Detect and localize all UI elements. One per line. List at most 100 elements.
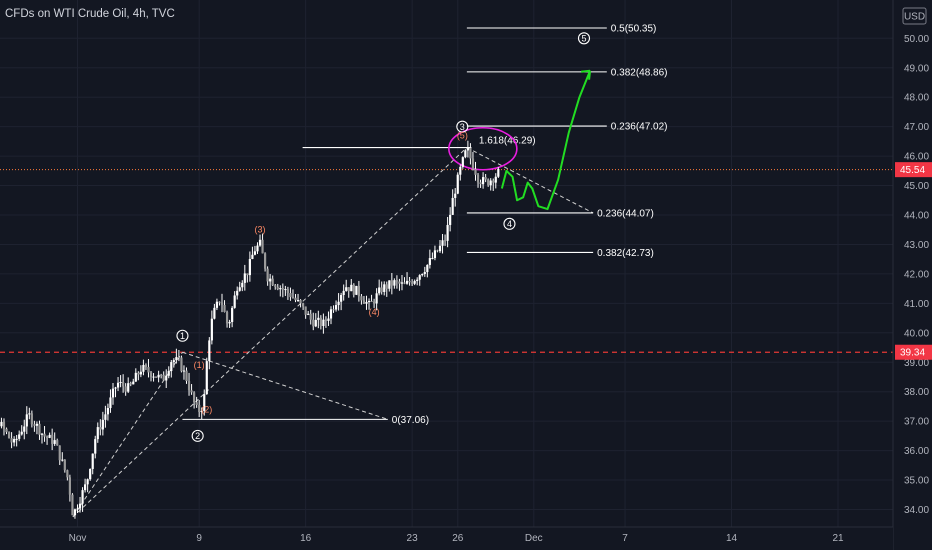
price-axis[interactable]: 34.00 35.00 36.00 37.00 38.00 39.00 40.00 41.00… [892, 0, 932, 550]
candle-body [489, 180, 492, 186]
candle-body [370, 301, 373, 303]
price-tick-label: 37.00 [904, 417, 929, 428]
candle-body [416, 279, 419, 281]
candle-body [96, 427, 99, 440]
candle-body [357, 285, 360, 297]
candle-body [56, 440, 59, 446]
candle-body [218, 301, 221, 303]
wave-label: 5 [581, 34, 586, 44]
price-tick-label: 38.00 [904, 387, 929, 398]
candle-body [208, 340, 211, 362]
candle-body [266, 268, 269, 282]
candle-body [451, 197, 454, 215]
candle-body [106, 408, 110, 415]
candle-body [329, 309, 333, 319]
time-tick-label: Dec [525, 533, 543, 544]
candle-body [294, 297, 297, 301]
candle-body [418, 275, 421, 280]
chart-grid [0, 0, 893, 527]
candle-body [193, 392, 196, 403]
candle-body [177, 357, 180, 359]
time-axis[interactable]: Nov 9 16 23 26 Dec 7 14 21 [0, 526, 893, 550]
candle-body [101, 419, 104, 430]
candle-body [162, 374, 165, 381]
candle-body [302, 303, 305, 307]
candle-body [78, 503, 82, 509]
candle-body [73, 509, 77, 516]
candle-body [365, 301, 368, 304]
candle-body [256, 245, 259, 252]
candle-body [352, 284, 355, 295]
candle-body [28, 413, 31, 415]
fib-label: 0.382(42.73) [597, 248, 654, 259]
candle-body [395, 280, 399, 282]
candle-body [487, 179, 490, 186]
candle-body [248, 258, 251, 276]
candle-body [322, 319, 325, 327]
time-tick-label: 26 [452, 533, 464, 544]
candle-body [109, 397, 112, 409]
time-tick-label: 14 [726, 533, 738, 544]
candle-body [119, 381, 122, 383]
candle-body [271, 278, 274, 286]
candle-body [203, 394, 206, 411]
candle-body [446, 224, 449, 241]
candle-body [23, 426, 26, 432]
candle-body [198, 404, 201, 413]
candle-body [144, 364, 148, 367]
candle-body [372, 301, 376, 304]
candle-body [122, 381, 125, 387]
candle-body [398, 281, 401, 284]
candle-body [327, 318, 330, 321]
price-tick-label: 46.00 [904, 152, 929, 163]
time-tick-label: 16 [300, 533, 312, 544]
candle-body [474, 169, 477, 175]
fib-label: 0.5(50.35) [611, 23, 657, 34]
candle-body [428, 258, 431, 265]
candle-body [53, 440, 56, 444]
candle-body [210, 318, 213, 341]
candle-body [132, 381, 135, 385]
dashed-trendline [466, 147, 594, 214]
candle-body [124, 386, 127, 392]
candle-body [263, 253, 267, 269]
candle-body [251, 254, 254, 259]
wave-circle [577, 32, 591, 45]
candle-body [454, 193, 457, 198]
candle-body [461, 157, 464, 167]
candle-body [436, 250, 439, 252]
candle-body [459, 166, 462, 175]
candle-body [284, 289, 287, 291]
highlight-ellipse [448, 126, 518, 171]
price-tick-label: 43.00 [904, 240, 929, 251]
candle-body [149, 372, 153, 378]
sub-wave-label: (4) [369, 307, 380, 317]
candle-body [246, 273, 249, 276]
wave-circle [503, 217, 516, 230]
candle-body [383, 284, 386, 292]
candle-body [350, 284, 353, 292]
candle-body [33, 424, 36, 426]
candle-body [111, 388, 115, 398]
candle-body [438, 245, 442, 252]
candle-body [342, 290, 345, 296]
candle-body [433, 250, 437, 259]
candle-body [180, 357, 183, 372]
candle-body [233, 295, 236, 308]
candle-body [362, 300, 366, 304]
sub-wave-label: (3) [255, 225, 266, 235]
chart-title: CFDs on WTI Crude Oil, 4h, TVC [5, 8, 175, 20]
candle-body [185, 370, 188, 382]
candle-body [393, 280, 396, 286]
price-tick-label: 40.00 [904, 328, 929, 339]
candle-body [304, 306, 307, 315]
candle-body [261, 239, 264, 254]
candle-body [469, 147, 472, 159]
candle-body [380, 287, 383, 292]
candle-body [367, 301, 371, 303]
candle-body [213, 307, 216, 319]
candle-body [228, 322, 231, 324]
green-projection [500, 69, 592, 211]
time-axis-bg [0, 527, 893, 550]
